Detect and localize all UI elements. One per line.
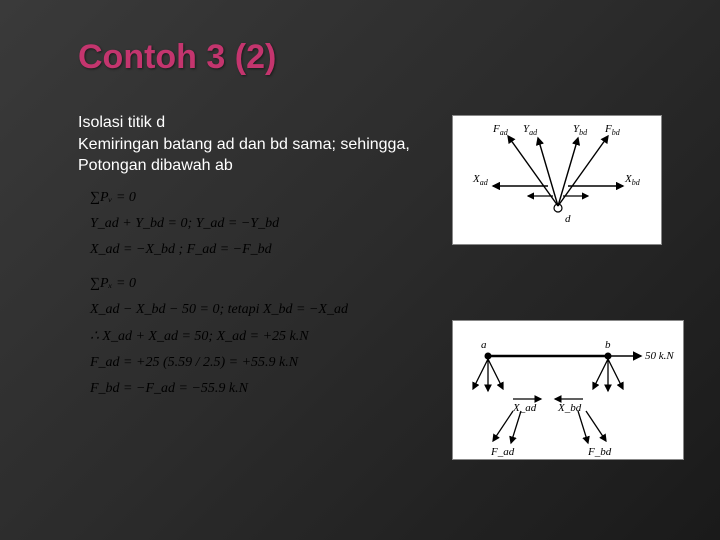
node-a — [485, 353, 492, 360]
slide-title: Contoh 3 (2) — [78, 38, 276, 77]
eq-5: ∴ X_ad + X_ad = 50; X_ad = +25 k.N — [90, 328, 420, 345]
label-fbd: Fbd — [604, 123, 621, 137]
eq-2: X_ad = −X_bd ; F_ad = −F_bd — [90, 242, 420, 258]
label-ybd: Ybd — [573, 123, 588, 137]
label-b: b — [605, 339, 611, 351]
figure-section-ab: a b 50 k.N X_ad X_bd F_ad F_bd — [452, 320, 684, 460]
label-a: a — [481, 339, 487, 351]
vec-fad2a — [493, 411, 513, 441]
label-xad: Xad — [472, 173, 489, 187]
label-50kn: 50 k.N — [645, 350, 674, 362]
vec-fad2b — [511, 411, 521, 443]
figure-joint-d: d Fad Yad Ybd Fbd Xad Xbd — [452, 115, 662, 245]
vec-a-dl1 — [473, 359, 488, 389]
vec-fbd2b — [586, 411, 606, 441]
eq-4: X_ad − X_bd − 50 = 0; tetapi X_bd = −X_a… — [90, 302, 420, 318]
eq-0: ∑Pᵥ = 0 — [90, 190, 420, 206]
label-fad: Fad — [492, 123, 509, 137]
vec-b-dl1 — [593, 359, 608, 389]
body-line-2: Kemiringan batang ad dan bd sama; sehing… — [78, 134, 418, 177]
body-line-1: Isolasi titik d — [78, 112, 418, 134]
eq-3: ∑Pₓ = 0 — [90, 276, 420, 292]
body-text: Isolasi titik d Kemiringan batang ad dan… — [78, 112, 418, 177]
label-fbd2: F_bd — [587, 446, 612, 458]
node-b — [605, 353, 612, 360]
vec-b-dr1 — [608, 359, 623, 389]
vec-a-dr1 — [488, 359, 503, 389]
eq-1: Y_ad + Y_bd = 0; Y_ad = −Y_bd — [90, 216, 420, 232]
node-d-label: d — [565, 213, 571, 225]
eq-6: F_ad = +25 (5.59 / 2.5) = +55.9 k.N — [90, 355, 420, 371]
label-xad2: X_ad — [512, 402, 537, 414]
label-xbd: Xbd — [624, 173, 641, 187]
label-fad2: F_ad — [490, 446, 515, 458]
label-yad: Yad — [523, 123, 538, 137]
equations-block: ∑Pᵥ = 0 Y_ad + Y_bd = 0; Y_ad = −Y_bd X_… — [90, 190, 420, 407]
eq-7: F_bd = −F_ad = −55.9 k.N — [90, 381, 420, 397]
vec-fbd2a — [578, 411, 588, 443]
